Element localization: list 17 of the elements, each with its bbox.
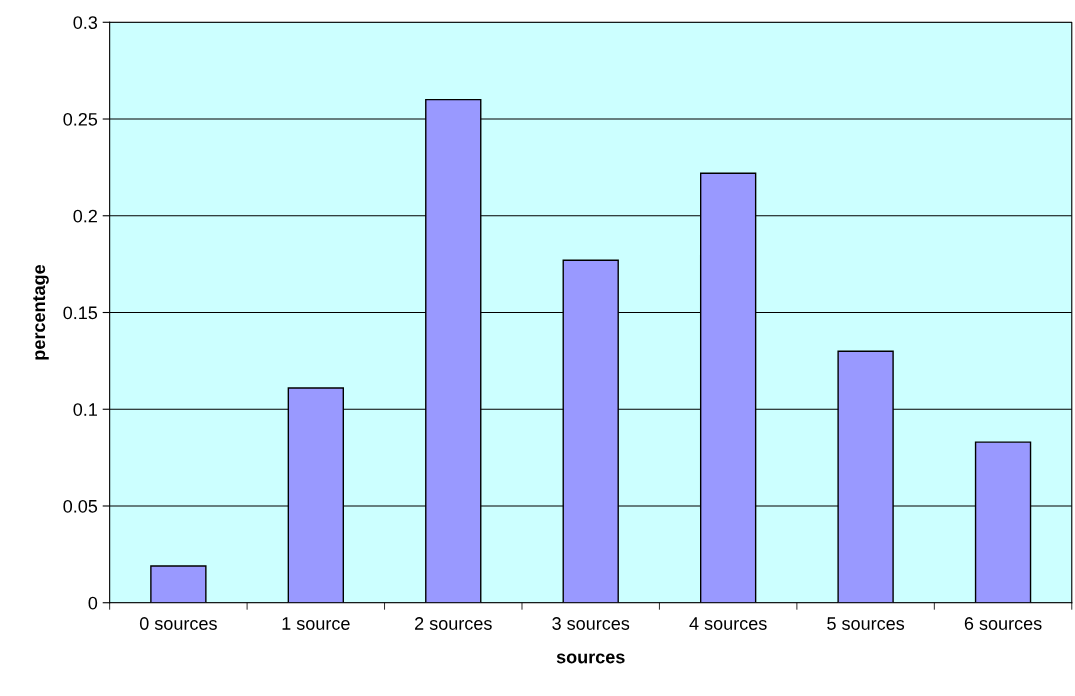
x-tick-label: 0 sources xyxy=(139,617,217,630)
y-tick-label: 0.1 xyxy=(73,403,97,416)
y-tick-label: 0.3 xyxy=(73,16,98,29)
bar xyxy=(150,565,207,603)
y-tick-label: 0.05 xyxy=(63,499,98,513)
x-tick-label: 3 sources xyxy=(552,617,630,630)
x-tick-label: 2 sources xyxy=(415,617,492,630)
y-tick-label: 0.25 xyxy=(63,112,98,126)
x-tick-label: 5 sources xyxy=(827,617,905,630)
y-tick-label: 0.15 xyxy=(63,306,98,320)
x-axis-title: sources xyxy=(556,653,625,664)
x-tick-label: 6 sources xyxy=(964,617,1042,630)
y-axis-title: percentage xyxy=(33,264,49,360)
y-tick-label: 0.2 xyxy=(73,209,97,223)
x-tick-label: 4 sources xyxy=(689,617,767,630)
y-tick-label: 0 xyxy=(88,596,98,610)
x-tick-label: 1 source xyxy=(282,617,350,630)
